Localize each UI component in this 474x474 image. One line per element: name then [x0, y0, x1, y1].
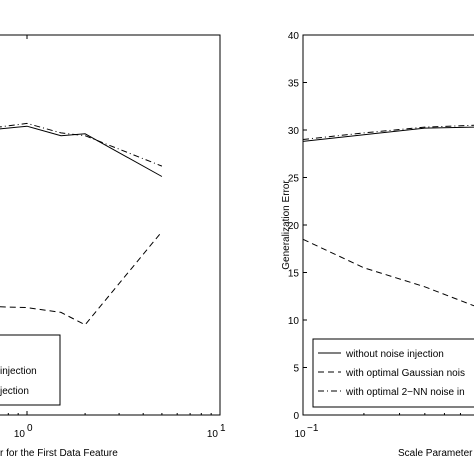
right-legend-entry-1: without noise injection	[345, 349, 444, 360]
left-legend-box	[0, 334, 61, 406]
left-x-axis-label: r for the First Data Feature	[0, 448, 118, 459]
left-x-tick-exponent: 0	[27, 423, 33, 434]
left-x-tick-exponent: 1	[220, 423, 226, 434]
right-x-tick-label: 10	[294, 429, 306, 440]
left-legend: injection jection	[0, 334, 61, 406]
left-legend-entry-1: injection	[0, 366, 37, 377]
left-series-line-3	[0, 122, 163, 167]
right-y-tick-label: 15	[288, 269, 300, 280]
right-y-tick-label: 10	[288, 316, 300, 327]
left-series-line-1	[0, 125, 163, 177]
right-legend-entry-2: with optimal Gaussian nois	[345, 368, 465, 379]
right-series-line-1	[302, 126, 474, 142]
right-series-line-3	[302, 124, 474, 140]
left-x-tick-label: 10	[207, 429, 219, 440]
right-y-tick-label: 25	[288, 174, 300, 185]
right-y-tick-label: 30	[288, 126, 300, 137]
right-y-tick-label: 20	[288, 221, 300, 232]
left-axes-frame	[0, 34, 221, 416]
right-series-line-2	[302, 238, 474, 307]
right-y-tick-label: 40	[288, 31, 300, 42]
right-y-tick-label: 0	[293, 411, 299, 422]
right-x-ticks: 10−1	[294, 413, 461, 440]
right-x-axis-label: Scale Parameter	[398, 448, 473, 459]
right-legend-entry-3: with optimal 2−NN noise in	[345, 387, 465, 398]
right-series-group	[302, 124, 474, 307]
right-y-tick-label: 5	[293, 364, 299, 375]
left-x-tick-label: 10	[14, 429, 26, 440]
left-legend-entry-2: jection	[0, 386, 29, 397]
right-y-axis-label: Generalization Error	[281, 180, 292, 270]
right-legend: without noise injection with optimal Gau…	[312, 338, 474, 408]
left-series-group	[0, 122, 163, 326]
right-y-ticks: 0 5 10 15 20 25 30 35 40	[288, 31, 307, 422]
right-y-tick-label: 35	[288, 79, 300, 90]
left-series-line-2	[0, 231, 163, 326]
right-x-tick-exponent: −1	[307, 423, 319, 434]
right-legend-box	[312, 338, 474, 408]
